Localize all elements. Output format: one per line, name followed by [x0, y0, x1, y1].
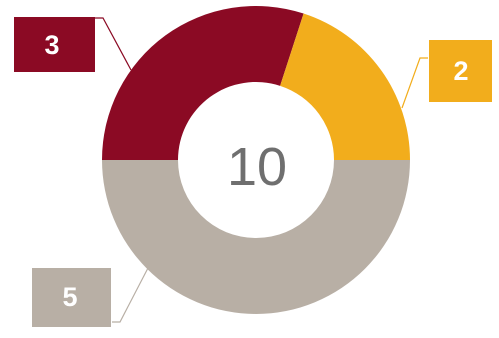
- donut-slice-5: [102, 160, 410, 314]
- total-label: 10: [227, 137, 287, 197]
- slice-label-2: 2: [429, 40, 492, 102]
- slice-label-text: 5: [62, 282, 77, 312]
- donut-slice-3: [102, 5, 304, 160]
- slice-label-box: [429, 40, 492, 102]
- leader-line: [112, 267, 149, 323]
- slice-label-box: [32, 268, 111, 327]
- slice-label-3: 3: [14, 17, 95, 72]
- donut-slices: [102, 5, 410, 314]
- slice-label-5: 5: [32, 268, 111, 327]
- leader-line: [95, 17, 132, 71]
- slice-label-text: 2: [453, 56, 468, 86]
- slice-label-box: [14, 17, 95, 72]
- leader-line: [401, 57, 428, 109]
- donut-slice-2: [280, 13, 410, 161]
- slice-label-text: 3: [44, 30, 59, 60]
